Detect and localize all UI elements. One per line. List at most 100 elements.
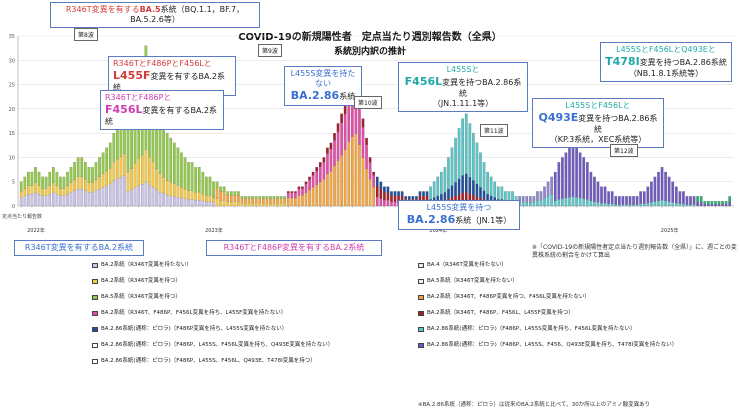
bar-segment-63-1 <box>244 198 247 204</box>
bar-segment-196-1 <box>717 201 721 205</box>
bar-segment-15-2 <box>73 162 76 180</box>
bar-segment-77-1 <box>294 192 297 199</box>
chart-subtitle: 系統別内訳の推計 <box>333 47 406 57</box>
bar-segment-144-1 <box>532 196 536 203</box>
bar-segment-10-1 <box>55 185 59 195</box>
bar-segment-152-0 <box>561 198 564 207</box>
calculation-note: ※「COVID-19の新規陽性者定点当たり週別報告数（全県）」に、週ごとの変異株… <box>532 244 737 260</box>
bar-segment-174-0 <box>639 203 643 207</box>
bar-segment-29-0 <box>123 175 126 207</box>
bar-segment-72-2 <box>276 196 279 199</box>
bar-segment-64-0 <box>247 203 251 207</box>
bar-segment-23-1 <box>101 173 105 188</box>
bar-segment-172-1 <box>632 196 635 205</box>
bar-segment-83-2 <box>315 167 319 172</box>
bar-segment-109-2 <box>407 196 411 200</box>
bar-segment-181-0 <box>664 200 667 207</box>
bar-segment-172-0 <box>632 204 635 207</box>
callout-ba286-c: 系統 <box>339 92 356 101</box>
bar-segment-80-0 <box>304 192 308 207</box>
bar-segment-124-1 <box>461 175 465 193</box>
year-label: 2023年 <box>205 227 223 234</box>
bar-segment-76-0 <box>290 197 294 207</box>
bar-segment-4-0 <box>34 192 37 207</box>
legend-item: BA.2.86系統(通称：ピロラ)（F486P変異を持ち、L455S変異を持たな… <box>92 326 392 333</box>
bar-segment-185-1 <box>678 191 682 204</box>
callout-ba286-b: BA.2.86 <box>290 89 340 102</box>
bar-segment-58-1 <box>226 194 230 202</box>
bar-segment-175-1 <box>642 191 646 204</box>
bar-segment-75-2 <box>286 191 290 193</box>
callout-f486p-ba2-text: R346TとF486P変異を有するBA.2系統 <box>223 243 365 252</box>
bar-segment-67-2 <box>258 196 262 199</box>
callout-f456l: R346TとF486Pと F456L変異を有するBA.2系統 <box>100 90 224 130</box>
bar-segment-158-1 <box>582 157 586 199</box>
callout-jn111: L455Sと F456L変異を持つBA.2.86系統 （JN.1.11.1等） <box>398 62 528 112</box>
bar-segment-43-2 <box>173 142 176 184</box>
y-tick-label: 35 <box>9 34 15 40</box>
bar-segment-156-1 <box>575 147 578 198</box>
bar-segment-14-0 <box>69 192 73 207</box>
legend-item: BA.2.86系統(通称：ピロラ)（F486P、L455S、F456、Q493E… <box>418 342 718 349</box>
bar-segment-35-1 <box>144 149 148 183</box>
y-tick-label: 30 <box>9 58 15 64</box>
bar-segment-30-0 <box>126 191 130 207</box>
bar-segment-1-1 <box>23 188 27 196</box>
bar-segment-164-0 <box>603 203 607 207</box>
bar-segment-61-0 <box>237 201 240 207</box>
bar-segment-149-1 <box>550 176 554 195</box>
bar-segment-101-0 <box>379 198 383 207</box>
bar-segment-3-0 <box>30 194 34 207</box>
bar-segment-83-0 <box>315 184 319 207</box>
bar-segment-108-2 <box>404 196 408 200</box>
callout-l455f-b: L455F <box>113 69 151 82</box>
bar-segment-167-1 <box>614 196 618 205</box>
bar-segment-49-2 <box>194 167 198 193</box>
bar-segment-46-0 <box>183 198 187 207</box>
bar-segment-106-2 <box>397 191 400 196</box>
bar-segment-37-1 <box>151 161 155 188</box>
bar-segment-176-0 <box>646 203 650 207</box>
bar-segment-11-2 <box>59 176 62 189</box>
bar-segment-55-2 <box>215 181 219 188</box>
legend-item: BA.2系統（R346T、F486P変異を持つ、F456L変異を持たない） <box>418 294 718 301</box>
bar-segment-29-1 <box>123 153 126 176</box>
bar-segment-89-0 <box>336 160 340 207</box>
y-tick-label: 10 <box>9 155 15 161</box>
bar-segment-91-0 <box>343 149 347 207</box>
bar-segment-9-1 <box>51 182 55 193</box>
bar-segment-155-0 <box>571 196 575 207</box>
bar-segment-77-2 <box>294 191 297 193</box>
bar-segment-125-2 <box>464 113 468 174</box>
bar-segment-75-1 <box>286 192 290 199</box>
bar-segment-90-2 <box>340 113 343 124</box>
bar-segment-7-1 <box>44 188 48 196</box>
bar-segment-132-2 <box>489 176 493 196</box>
bar-segment-16-0 <box>76 188 80 207</box>
bar-segment-173-0 <box>635 204 639 207</box>
bar-segment-78-1 <box>297 188 301 196</box>
bar-segment-74-0 <box>283 203 287 207</box>
bar-segment-162-0 <box>596 202 600 207</box>
bar-segment-45-1 <box>180 187 183 199</box>
bar-segment-80-2 <box>304 181 308 185</box>
legend-swatch <box>418 343 424 348</box>
bar-segment-189-0 <box>692 204 696 207</box>
bar-segment-17-2 <box>80 157 84 177</box>
bar-segment-28-0 <box>119 177 123 207</box>
bar-segment-93-0 <box>351 136 354 207</box>
bar-segment-191-1 <box>699 196 703 203</box>
bar-segment-24-0 <box>105 185 109 207</box>
bar-segment-190-0 <box>696 202 699 207</box>
bar-segment-4-1 <box>34 182 37 193</box>
bar-segment-105-2 <box>393 191 397 196</box>
bar-segment-48-2 <box>190 162 194 191</box>
bar-segment-63-2 <box>244 196 247 199</box>
bar-segment-73-0 <box>279 203 283 207</box>
year-label: 2025年 <box>661 227 679 234</box>
legend-item: BA.2系統（R346T変異を持たない） <box>92 262 392 269</box>
bar-segment-85-0 <box>322 179 326 207</box>
callout-kp3-d: （KP.3系統，XEC系統等） <box>549 134 647 144</box>
bar-segment-196-0 <box>717 203 721 207</box>
bar-segment-145-1 <box>536 191 539 201</box>
